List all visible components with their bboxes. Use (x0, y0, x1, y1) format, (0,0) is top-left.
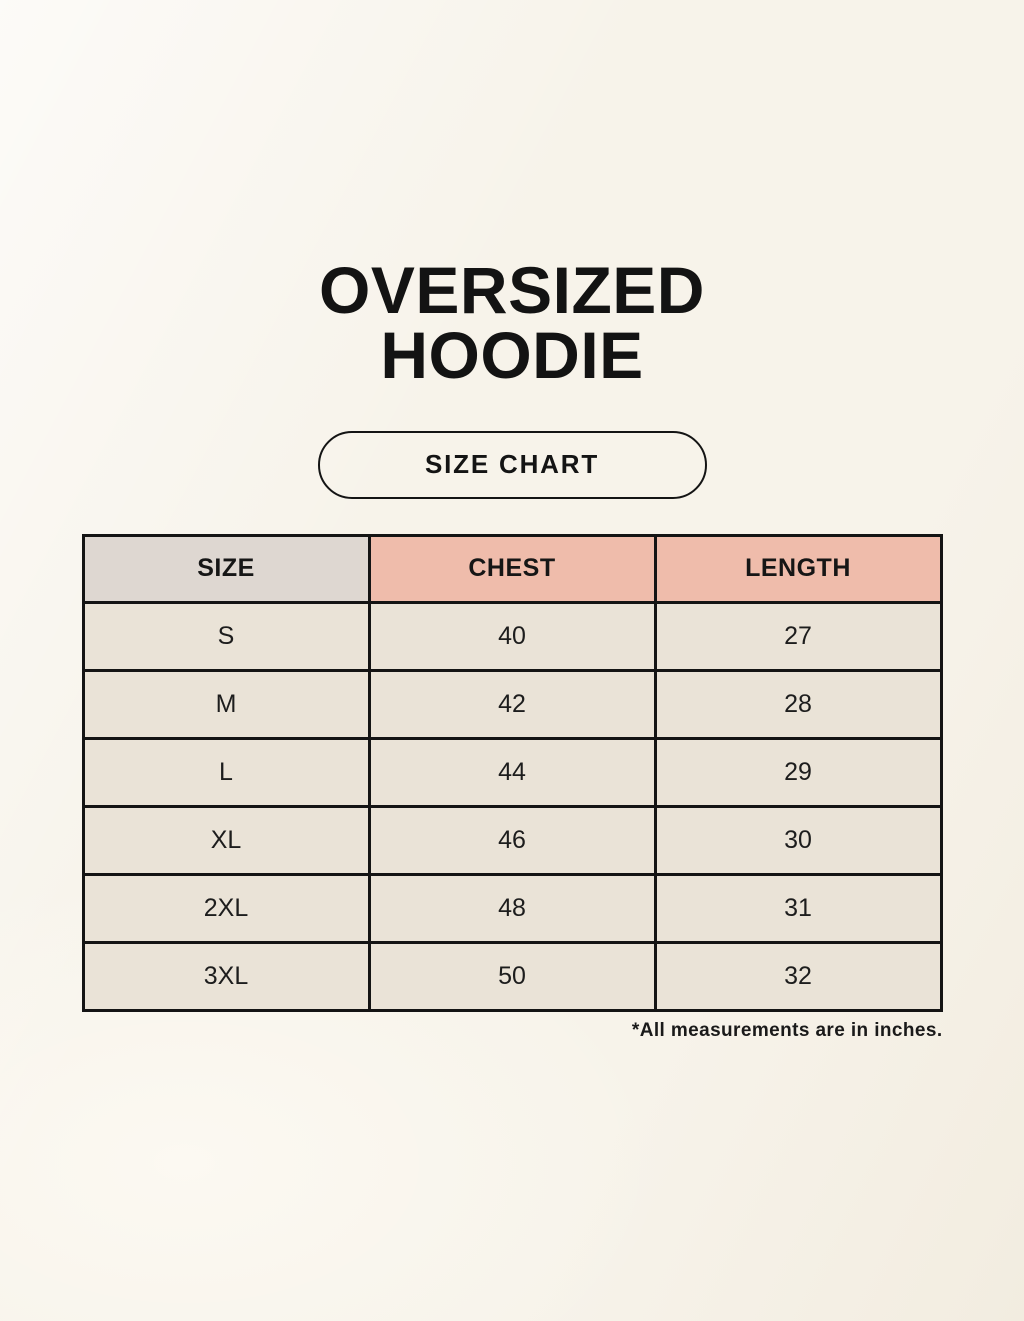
chest-cell: 46 (367, 804, 657, 876)
table-header-row: SIZE CHEST LENGTH (81, 533, 943, 604)
length-cell: 29 (653, 736, 943, 808)
table-row: S 40 27 (81, 600, 943, 672)
column-header-size: SIZE (81, 533, 371, 604)
chest-cell: 50 (367, 940, 657, 1012)
chest-cell: 42 (367, 668, 657, 740)
size-chart-table: SIZE CHEST LENGTH S 40 27 M 42 28 L 44 2… (81, 533, 943, 1012)
table-row: 3XL 50 32 (81, 940, 943, 1012)
page-title-line1: OVERSIZED (319, 253, 705, 327)
chest-cell: 44 (367, 736, 657, 808)
chest-cell: 40 (367, 600, 657, 672)
size-cell: M (81, 668, 371, 740)
table-row: L 44 29 (81, 736, 943, 808)
size-cell: L (81, 736, 371, 808)
size-chart-badge: SIZE CHART (317, 430, 707, 499)
table-row: XL 46 30 (81, 804, 943, 876)
column-header-chest: CHEST (367, 533, 657, 604)
column-header-length: LENGTH (653, 533, 943, 604)
length-cell: 27 (653, 600, 943, 672)
size-cell: XL (81, 804, 371, 876)
size-cell: S (81, 600, 371, 672)
page-title-line2: HOODIE (380, 318, 644, 393)
chest-cell: 48 (367, 872, 657, 944)
page-title: OVERSIZED HOODIE (319, 253, 705, 393)
size-chart-badge-label: SIZE CHART (425, 449, 599, 480)
length-cell: 30 (653, 804, 943, 876)
length-cell: 32 (653, 940, 943, 1012)
length-cell: 31 (653, 872, 943, 944)
table-row: M 42 28 (81, 668, 943, 740)
size-cell: 3XL (81, 940, 371, 1012)
length-cell: 28 (653, 668, 943, 740)
measurement-footnote: *All measurements are in inches. (631, 1019, 943, 1041)
table-row: 2XL 48 31 (81, 872, 943, 944)
size-cell: 2XL (81, 872, 371, 944)
